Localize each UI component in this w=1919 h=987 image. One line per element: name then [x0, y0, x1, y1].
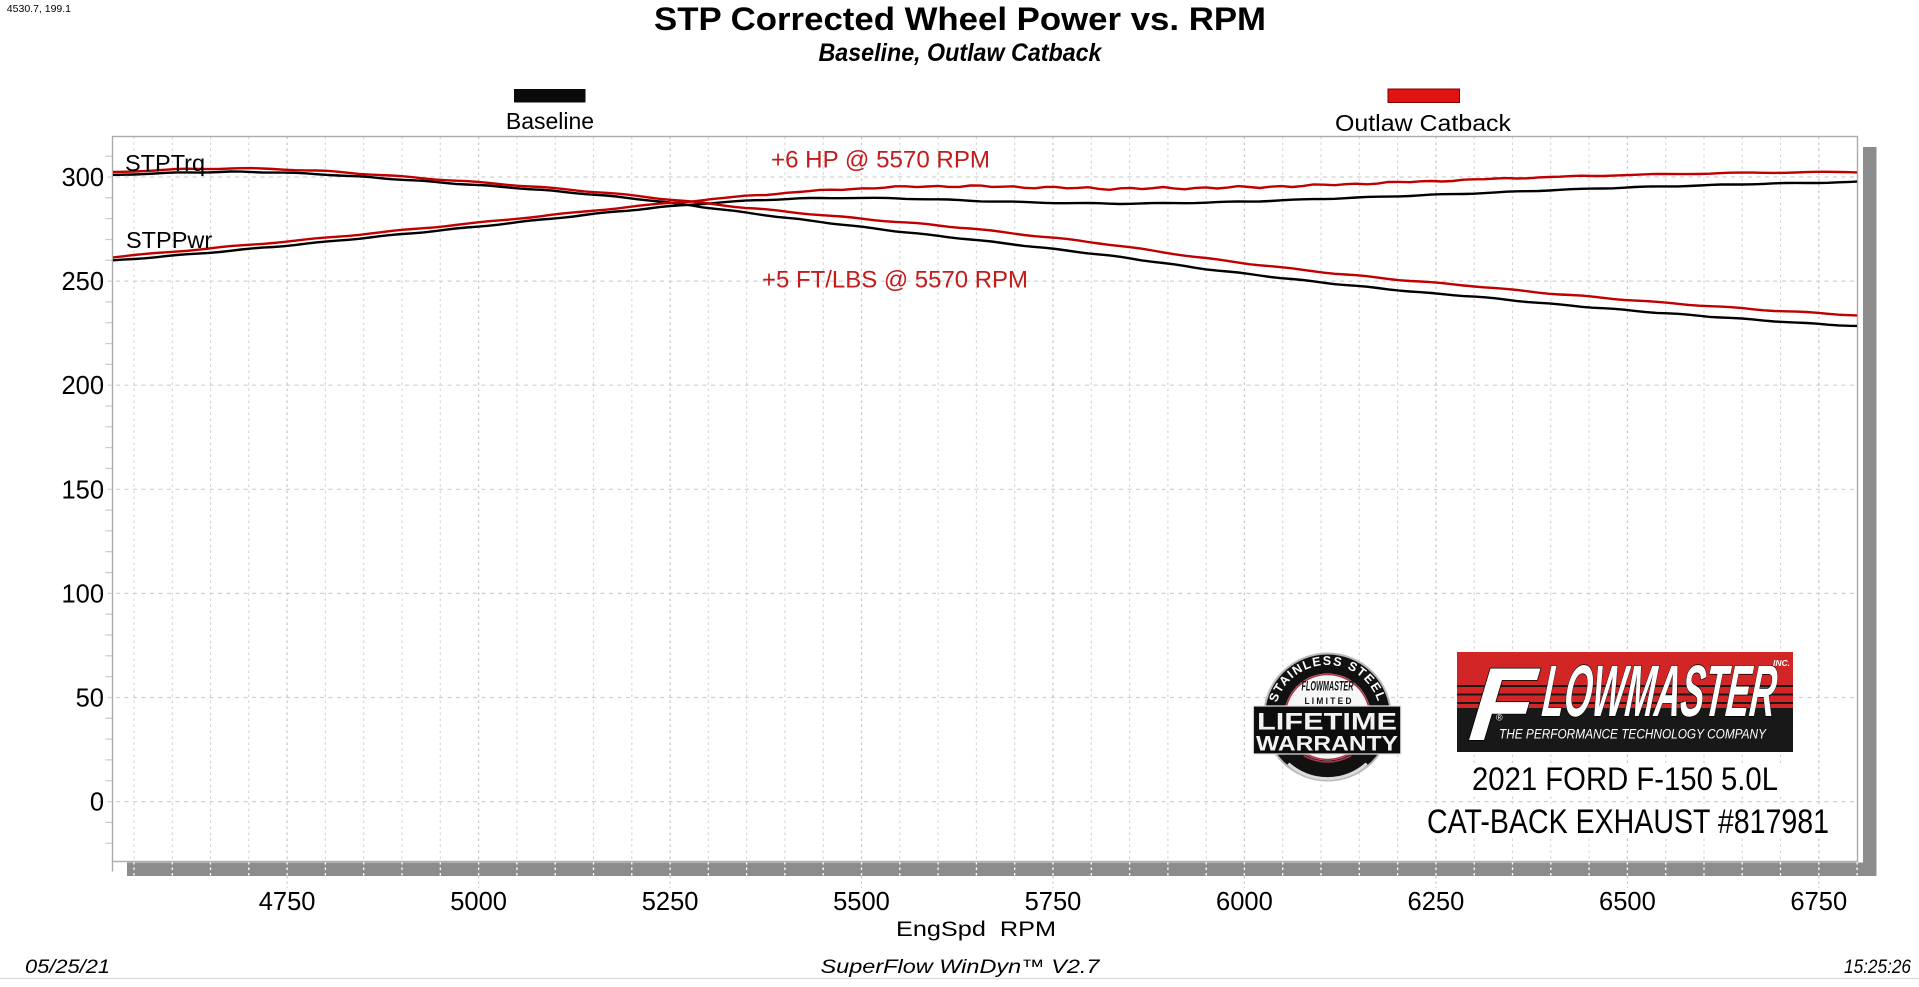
svg-text:+6 HP @ 5570 RPM: +6 HP @ 5570 RPM	[771, 146, 990, 173]
svg-text:50: 50	[76, 685, 104, 713]
svg-text:2021 FORD F-150 5.0L: 2021 FORD F-150 5.0L	[1472, 761, 1778, 797]
svg-text:INC.: INC.	[1773, 658, 1790, 668]
svg-text:4530.7, 199.1: 4530.7, 199.1	[7, 3, 71, 15]
svg-text:Baseline: Baseline	[506, 108, 594, 134]
svg-text:6000: 6000	[1216, 888, 1273, 916]
svg-text:Baseline, Outlaw Catback: Baseline, Outlaw Catback	[819, 39, 1103, 67]
svg-text:Outlaw Catback: Outlaw Catback	[1335, 110, 1512, 136]
svg-text:15:25:26: 15:25:26	[1844, 956, 1911, 978]
svg-text:6500: 6500	[1599, 888, 1656, 916]
svg-text:05/25/21: 05/25/21	[25, 956, 110, 978]
svg-text:SuperFlow WinDyn™ V2.7: SuperFlow WinDyn™ V2.7	[821, 956, 1101, 978]
svg-text:100: 100	[61, 580, 104, 608]
svg-text:0: 0	[90, 789, 104, 817]
svg-text:6750: 6750	[1790, 888, 1847, 916]
svg-text:LIFETIME: LIFETIME	[1257, 709, 1397, 736]
svg-text:THE PERFORMANCE TECHNOLOGY COM: THE PERFORMANCE TECHNOLOGY COMPANY	[1499, 727, 1767, 742]
svg-text:250: 250	[61, 268, 104, 296]
svg-text:F: F	[1465, 647, 1543, 763]
svg-text:150: 150	[61, 476, 104, 504]
svg-text:5500: 5500	[833, 888, 890, 916]
svg-text:+5 FT/LBS @ 5570 RPM: +5 FT/LBS @ 5570 RPM	[762, 266, 1028, 293]
svg-text:STP Corrected Wheel Power vs.: STP Corrected Wheel Power vs. RPM	[654, 1, 1266, 37]
svg-text:STPPwr: STPPwr	[126, 227, 212, 253]
svg-text:5750: 5750	[1025, 888, 1082, 916]
svg-text:4750: 4750	[259, 888, 316, 916]
svg-text:STPTrq: STPTrq	[125, 150, 205, 176]
svg-text:300: 300	[61, 164, 104, 192]
svg-text:FLOWMASTER: FLOWMASTER	[1302, 678, 1354, 694]
svg-text:LOWMASTER: LOWMASTER	[1539, 650, 1781, 732]
svg-text:200: 200	[61, 372, 104, 400]
svg-text:®: ®	[1496, 713, 1503, 723]
svg-text:L I M I T E D: L I M I T E D	[1305, 696, 1352, 707]
svg-text:5250: 5250	[642, 888, 699, 916]
svg-text:EngSpd RPM: EngSpd RPM	[896, 917, 1056, 941]
svg-text:CAT-BACK EXHAUST #817981: CAT-BACK EXHAUST #817981	[1427, 803, 1829, 841]
svg-text:WARRANTY: WARRANTY	[1256, 733, 1398, 756]
svg-text:6250: 6250	[1408, 888, 1465, 916]
svg-text:5000: 5000	[450, 888, 507, 916]
